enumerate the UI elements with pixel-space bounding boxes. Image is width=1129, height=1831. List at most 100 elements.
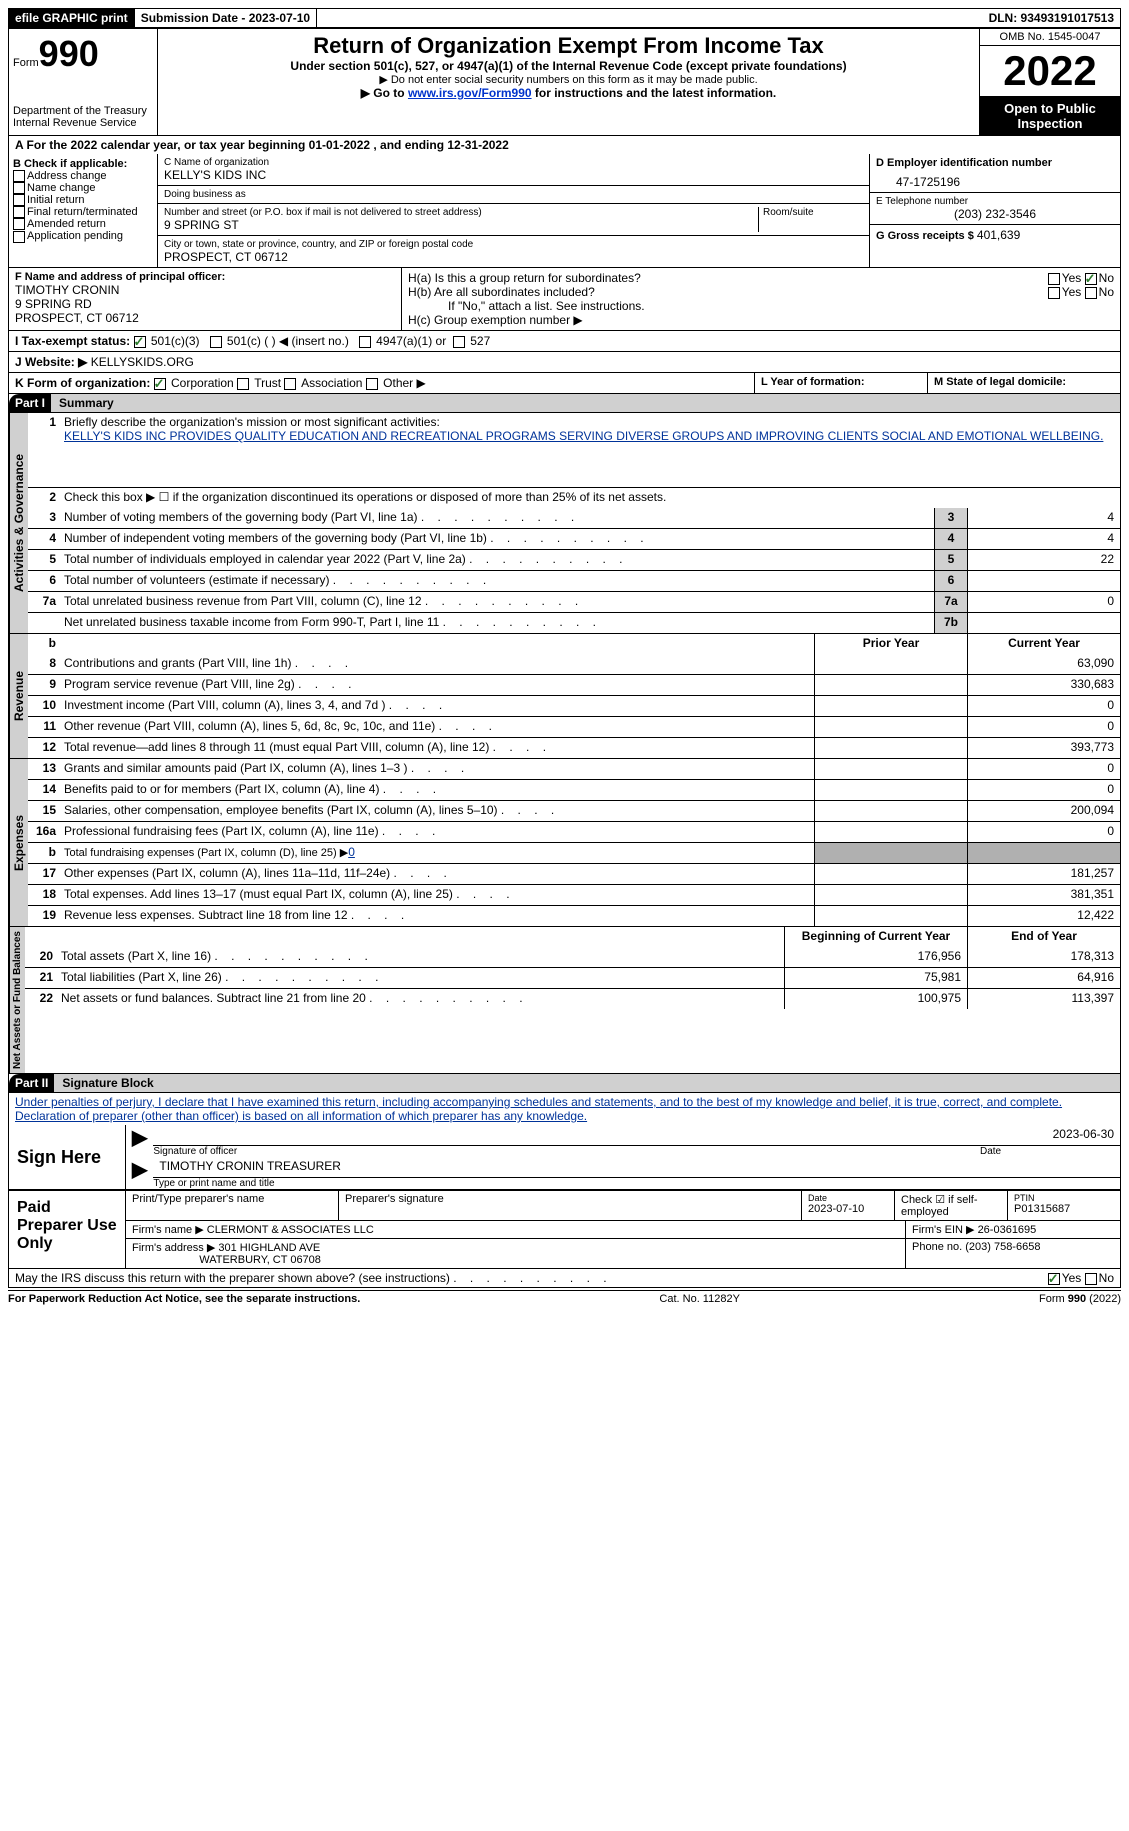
irs-link[interactable]: www.irs.gov/Form990 (408, 86, 532, 100)
prior-value (814, 717, 967, 737)
corp-checkbox[interactable] (154, 378, 166, 390)
527-checkbox[interactable] (453, 336, 465, 348)
activities-block: Activities & Governance 1 Briefly descri… (8, 413, 1121, 634)
ha-yes-checkbox[interactable] (1048, 273, 1060, 285)
4947-label: 4947(a)(1) or (376, 334, 446, 348)
street-label: Number and street (or P.O. box if mail i… (164, 207, 758, 218)
assoc-checkbox[interactable] (284, 378, 296, 390)
part2-header: Part II Signature Block (8, 1074, 1121, 1093)
line-text: Number of voting members of the governin… (60, 508, 934, 528)
prior-value (814, 801, 967, 821)
year-formation-label: L Year of formation: (755, 373, 928, 393)
yes-label: Yes (1062, 271, 1082, 285)
current-value: 63,090 (967, 654, 1120, 674)
prep-sig-label: Preparer's signature (339, 1191, 802, 1220)
current-value: 12,422 (967, 906, 1120, 926)
sig-arrow2-icon: ▶ (126, 1157, 153, 1189)
line-num: 5 (28, 550, 60, 570)
501c3-checkbox[interactable] (134, 336, 146, 348)
line-num (28, 613, 60, 633)
submission-date: Submission Date - 2023-07-10 (134, 9, 317, 27)
final-return-checkbox[interactable] (13, 206, 25, 218)
prep-selfemp: Check ☑ if self-employed (895, 1191, 1008, 1220)
other-checkbox[interactable] (366, 378, 378, 390)
line-text: Other expenses (Part IX, column (A), lin… (60, 864, 814, 884)
end-value: 178,313 (967, 947, 1120, 967)
line-box: 3 (934, 508, 967, 528)
line2-text: Check this box ▶ ☐ if the organization d… (60, 488, 1120, 508)
hc-label: H(c) Group exemption number ▶ (408, 313, 1114, 327)
address-change-label: Address change (27, 170, 107, 182)
line-num: 9 (28, 675, 60, 695)
4947-checkbox[interactable] (359, 336, 371, 348)
line-num: 18 (28, 885, 60, 905)
hb-no-checkbox[interactable] (1085, 287, 1097, 299)
line-num: 22 (25, 989, 57, 1009)
efile-print-button[interactable]: efile GRAPHIC print (9, 9, 134, 27)
line-text: Net unrelated business taxable income fr… (60, 613, 934, 633)
amended-return-checkbox[interactable] (13, 218, 25, 230)
beg-year-hdr: Beginning of Current Year (784, 927, 967, 947)
name-change-checkbox[interactable] (13, 182, 25, 194)
gross-value: 401,639 (977, 228, 1020, 242)
no-label2: No (1099, 285, 1114, 299)
form-number: 990 (39, 33, 99, 74)
line-text: Professional fundraising fees (Part IX, … (60, 822, 814, 842)
firm-phone: (203) 758-6658 (965, 1241, 1040, 1253)
current-value: 0 (967, 717, 1120, 737)
part1-badge: Part I (9, 394, 51, 412)
paid-preparer-block: Paid Preparer Use Only Print/Type prepar… (8, 1190, 1121, 1269)
name-change-label: Name change (27, 182, 96, 194)
firm-ein: 26-0361695 (978, 1224, 1037, 1236)
initial-return-checkbox[interactable] (13, 194, 25, 206)
prep-name-label: Print/Type preparer's name (126, 1191, 339, 1220)
501c-checkbox[interactable] (210, 336, 222, 348)
application-pending-label: Application pending (27, 230, 123, 242)
line-num: 13 (28, 759, 60, 779)
hb-yes-checkbox[interactable] (1048, 287, 1060, 299)
sig-name: TIMOTHY CRONIN TREASURER (153, 1157, 1120, 1178)
assoc-label: Association (301, 376, 362, 390)
website-row: J Website: ▶ KELLYSKIDS.ORG (8, 352, 1121, 373)
form-footer: Form 990 (2022) (1039, 1293, 1121, 1305)
line-box: 4 (934, 529, 967, 549)
501c-label: 501(c) ( ) ◀ (insert no.) (227, 334, 349, 348)
paid-preparer-label: Paid Preparer Use Only (9, 1191, 126, 1268)
line1-num: 1 (28, 413, 60, 487)
prior-value (814, 675, 967, 695)
address-change-checkbox[interactable] (13, 170, 25, 182)
discuss-no-checkbox[interactable] (1085, 1273, 1097, 1285)
line-box: 7a (934, 592, 967, 612)
cat-no: Cat. No. 11282Y (659, 1293, 740, 1305)
discuss-yes-checkbox[interactable] (1048, 1273, 1060, 1285)
prior-value (814, 759, 967, 779)
ha-no-checkbox[interactable] (1085, 273, 1097, 285)
application-pending-checkbox[interactable] (13, 231, 25, 243)
revenue-vlabel: Revenue (9, 634, 28, 758)
dba-label: Doing business as (164, 189, 863, 200)
dln: DLN: 93493191017513 (983, 9, 1120, 27)
line-text: Salaries, other compensation, employee b… (60, 801, 814, 821)
current-value: 393,773 (967, 738, 1120, 758)
ha-label: H(a) Is this a group return for subordin… (408, 271, 641, 285)
line-value: 0 (967, 592, 1120, 612)
hb-label: H(b) Are all subordinates included? (408, 285, 595, 299)
tax-exempt-label: I Tax-exempt status: (15, 334, 130, 348)
line-text: Total expenses. Add lines 13–17 (must eq… (60, 885, 814, 905)
yes-label2: Yes (1062, 285, 1082, 299)
discuss-no: No (1099, 1271, 1114, 1285)
beg-value: 75,981 (784, 968, 967, 988)
line-box: 5 (934, 550, 967, 570)
firm-ein-label: Firm's EIN ▶ (912, 1224, 975, 1236)
officer-street: 9 SPRING RD (15, 297, 395, 311)
no-label: No (1099, 271, 1114, 285)
current-value: 0 (967, 696, 1120, 716)
omb-number: OMB No. 1545-0047 (980, 29, 1120, 46)
form-subtitle: Under section 501(c), 527, or 4947(a)(1)… (162, 59, 975, 73)
trust-checkbox[interactable] (237, 378, 249, 390)
line-num: 21 (25, 968, 57, 988)
beg-value: 100,975 (784, 989, 967, 1009)
b-label: b (28, 634, 60, 654)
firm-addr2: WATERBURY, CT 06708 (199, 1254, 321, 1266)
line1-label: Briefly describe the organization's miss… (64, 415, 440, 429)
